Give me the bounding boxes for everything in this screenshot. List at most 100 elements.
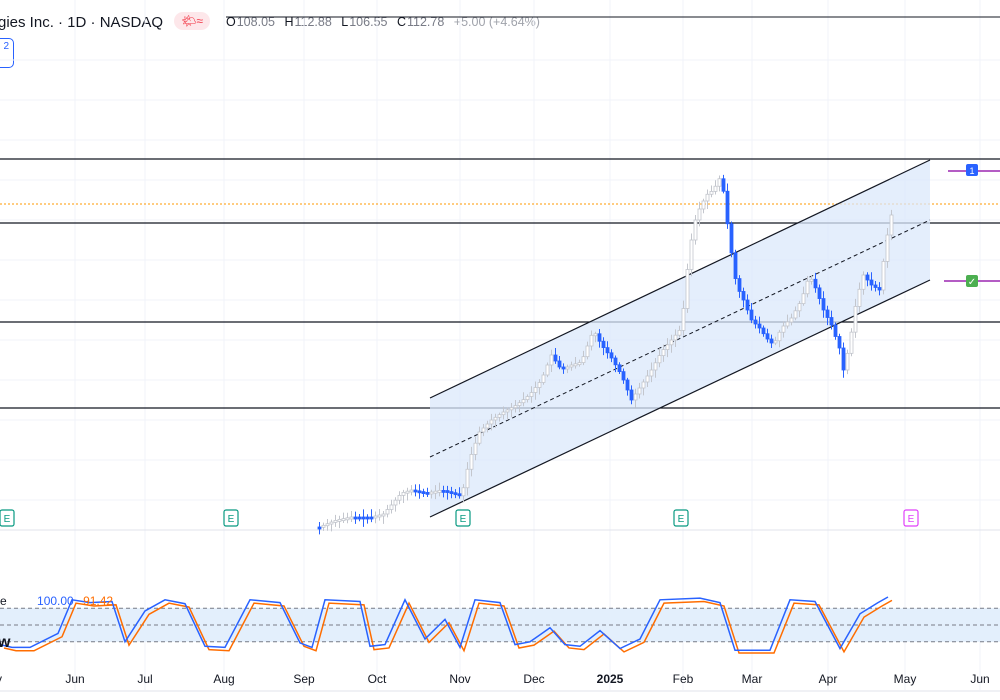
candle-body (869, 279, 874, 286)
candle-body (885, 234, 890, 262)
candle-body (613, 357, 618, 366)
candle-body (325, 523, 330, 527)
candle-body (677, 329, 682, 336)
earnings-badge-label: E (460, 514, 467, 525)
candle-body (881, 261, 886, 291)
d-value: 91.42 (83, 594, 114, 608)
candle-body (873, 284, 878, 288)
candle-body (385, 509, 390, 515)
time-axis-label: Aug (213, 672, 234, 686)
indicator-legend[interactable]: e 100.00 91.42 (0, 594, 113, 608)
candle-body (761, 327, 766, 335)
time-axis-label: Nov (449, 672, 470, 686)
candle-body (777, 331, 782, 342)
low-label: L (341, 15, 349, 29)
candle-body (473, 442, 478, 455)
candle-body (569, 364, 574, 368)
candle-body (425, 491, 430, 495)
stochastic-pane (0, 596, 1000, 654)
time-axis-label: Feb (673, 672, 694, 686)
target-badge-box (966, 275, 978, 287)
k-value: 100.00 (37, 594, 74, 608)
candle-body (809, 278, 814, 282)
candle-body (429, 491, 434, 495)
indicator-name: e (0, 594, 7, 608)
candle-body (329, 521, 334, 525)
candle-body (437, 489, 442, 493)
candle-body (317, 526, 322, 530)
channel-median (429, 219, 931, 458)
candle-body (701, 200, 706, 210)
time-axis-label: May (894, 672, 917, 686)
candle-body (413, 489, 418, 493)
weather-icon[interactable]: 🌤≈ (174, 12, 210, 30)
candle-body (509, 407, 514, 411)
candle-body (805, 280, 810, 295)
candle-body (541, 374, 546, 383)
candle-body (865, 274, 870, 281)
candle-body (817, 287, 822, 299)
candle-body (729, 223, 734, 254)
earnings-badge-label: E (678, 514, 685, 525)
candle-body (609, 352, 614, 359)
candle-body (549, 354, 554, 366)
earnings-marker: E (223, 509, 239, 527)
candle-body (405, 490, 410, 494)
candle-body (401, 491, 406, 496)
candle-body (465, 468, 470, 489)
candle-body (697, 208, 702, 221)
candle-body (493, 416, 498, 421)
close-label: C (396, 15, 406, 29)
candle-body (877, 287, 882, 291)
candle-body (889, 214, 894, 236)
candle-body (529, 392, 534, 397)
candle-body (393, 499, 398, 506)
candle-body (521, 399, 526, 404)
candles (317, 174, 894, 535)
candle-body (381, 513, 386, 517)
candle-body (833, 324, 838, 337)
candle-body (821, 298, 826, 311)
candle-body (353, 516, 358, 520)
candle-body (629, 389, 634, 401)
candle-body (369, 516, 374, 520)
earnings-marker: E (673, 509, 689, 527)
candle-body (321, 524, 326, 528)
open-value: 108.05 (236, 15, 275, 29)
change-value: +5.00 (+4.64%) (453, 15, 540, 29)
indicator-count-badge[interactable]: 2 (0, 38, 14, 68)
candle-body (337, 519, 342, 522)
candle-body (661, 349, 666, 357)
candle-body (421, 491, 426, 495)
candle-body (641, 381, 646, 389)
candle-body (845, 352, 850, 371)
candle-body (733, 252, 738, 279)
candle-body (333, 520, 338, 523)
candle-body (637, 387, 642, 395)
candle-body (537, 382, 542, 388)
candle-body (361, 516, 366, 520)
candle-body (849, 331, 854, 354)
target-check-icon: ✓ (968, 277, 976, 288)
parallel-channel (429, 159, 931, 518)
time-axis-label: Mar (742, 672, 763, 686)
channel-upper (429, 159, 931, 399)
candle-body (621, 371, 626, 381)
earnings-marker: E (455, 509, 471, 527)
candle-body (725, 190, 730, 225)
candle-body (837, 336, 842, 349)
ohlc-readout: O108.05 H112.88 L106.55 C112.78 +5.00 (+… (226, 15, 540, 29)
candle-body (673, 334, 678, 341)
candle-body (813, 278, 818, 289)
candle-body (717, 178, 722, 187)
candle-body (365, 516, 370, 520)
time-axis-label: Jul (137, 672, 152, 686)
symbol-title[interactable]: gies Inc. · 1D · NASDAQ (0, 14, 164, 31)
candle-body (597, 333, 602, 342)
earnings-badge-label: E (228, 514, 235, 525)
candle-body (417, 490, 422, 494)
candle-body (861, 274, 866, 290)
earnings-badge-box (673, 509, 689, 527)
candle-body (557, 360, 562, 368)
